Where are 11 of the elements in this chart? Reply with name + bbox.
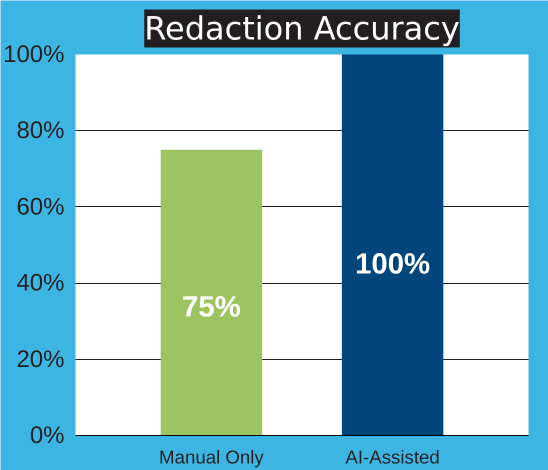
y-tick-label: 0% <box>30 422 64 449</box>
y-tick-label: 100% <box>3 41 65 68</box>
chart-title: Redaction Accuracy <box>144 10 460 48</box>
y-tick-label: 40% <box>16 270 65 297</box>
y-tick-label: 80% <box>16 117 65 144</box>
x-tick-label: AI-Assisted <box>345 446 440 468</box>
x-tick-label: Manual Only <box>159 446 264 468</box>
y-tick-label: 20% <box>16 346 65 373</box>
data-label: 75% <box>182 290 241 324</box>
data-label: 100% <box>355 248 430 281</box>
y-tick-label: 60% <box>16 193 65 220</box>
